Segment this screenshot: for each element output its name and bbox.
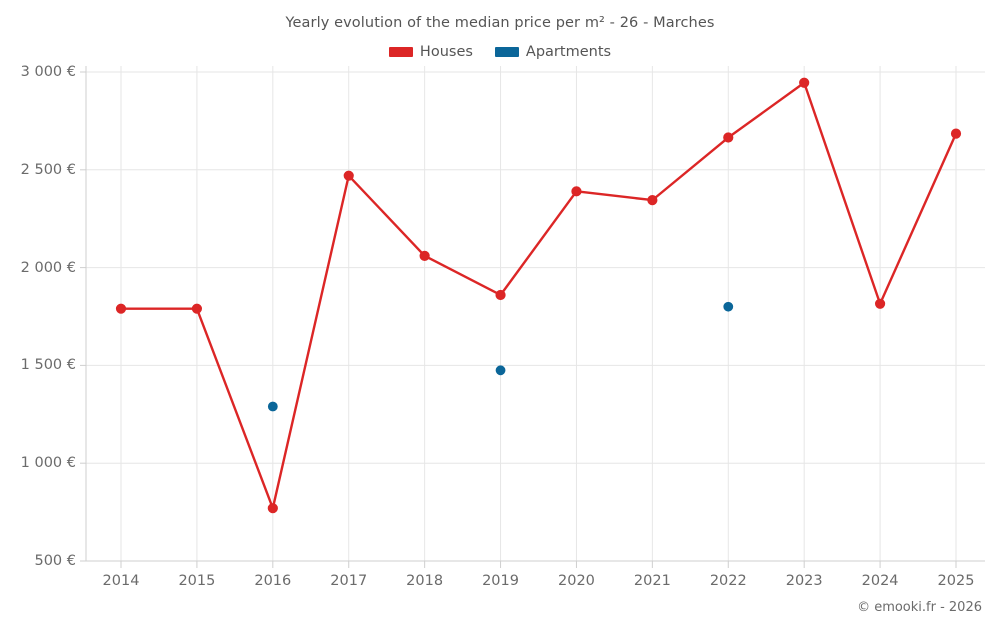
data-point-houses-2017[interactable] xyxy=(343,170,354,181)
data-point-houses-2015[interactable] xyxy=(191,303,203,314)
data-point-houses-2024[interactable] xyxy=(874,298,886,309)
x-axis-tick-label: 2022 xyxy=(709,573,747,589)
series-line-houses xyxy=(119,81,958,510)
legend-swatch-apartments xyxy=(494,47,519,57)
x-axis-tick-label: 2016 xyxy=(254,573,292,589)
x-axis-tick-label: 2014 xyxy=(102,573,140,589)
data-point-apartments-2022[interactable] xyxy=(723,301,734,312)
y-axis-tick-label: 1 500 € xyxy=(20,357,76,374)
data-point-apartments-2019[interactable] xyxy=(495,365,506,376)
chart-title: Yearly evolution of the median price per… xyxy=(285,15,715,31)
data-point-houses-2020[interactable] xyxy=(571,186,582,197)
legend-label-apartments: Apartments xyxy=(525,44,612,60)
x-axis-tick-label: 2023 xyxy=(785,573,823,589)
legend-item-houses[interactable]: Houses xyxy=(388,44,473,60)
legend-item-apartments[interactable]: Apartments xyxy=(494,44,612,60)
x-axis-tick-label: 2018 xyxy=(406,573,444,589)
chart-legend: Houses Apartments xyxy=(0,44,1000,60)
legend-swatch-houses xyxy=(388,47,413,57)
legend-label-houses: Houses xyxy=(419,44,473,60)
x-axis-tick-label: 2025 xyxy=(937,573,975,589)
x-axis-tick-label: 2021 xyxy=(633,573,671,589)
data-point-houses-2022[interactable] xyxy=(723,132,734,143)
y-axis-tick-label: 3 000 € xyxy=(20,64,76,80)
data-point-apartments-2016[interactable] xyxy=(267,401,278,412)
y-axis-tick-label: 1 000 € xyxy=(20,455,76,472)
y-axis-tick-label: 500 € xyxy=(34,553,76,569)
x-axis-tick-label: 2024 xyxy=(861,573,899,589)
y-axis-tick-label: 2 000 € xyxy=(20,259,76,276)
data-point-houses-2014[interactable] xyxy=(115,303,127,314)
x-axis-tick-label: 2020 xyxy=(558,573,595,589)
footer-credit: © emooki.fr - 2026 xyxy=(857,600,982,615)
x-axis-tick-label: 2015 xyxy=(178,573,216,589)
data-point-houses-2018[interactable] xyxy=(419,250,430,261)
data-point-houses-2016[interactable] xyxy=(267,503,278,514)
x-axis-tick-label: 2017 xyxy=(330,573,368,589)
data-point-houses-2025[interactable] xyxy=(950,128,962,139)
x-axis-tick-label: 2019 xyxy=(482,573,519,589)
data-point-houses-2021[interactable] xyxy=(647,195,658,206)
data-point-houses-2023[interactable] xyxy=(799,77,810,88)
y-axis-tick-label: 2 500 € xyxy=(20,161,76,178)
data-point-houses-2019[interactable] xyxy=(495,289,506,301)
